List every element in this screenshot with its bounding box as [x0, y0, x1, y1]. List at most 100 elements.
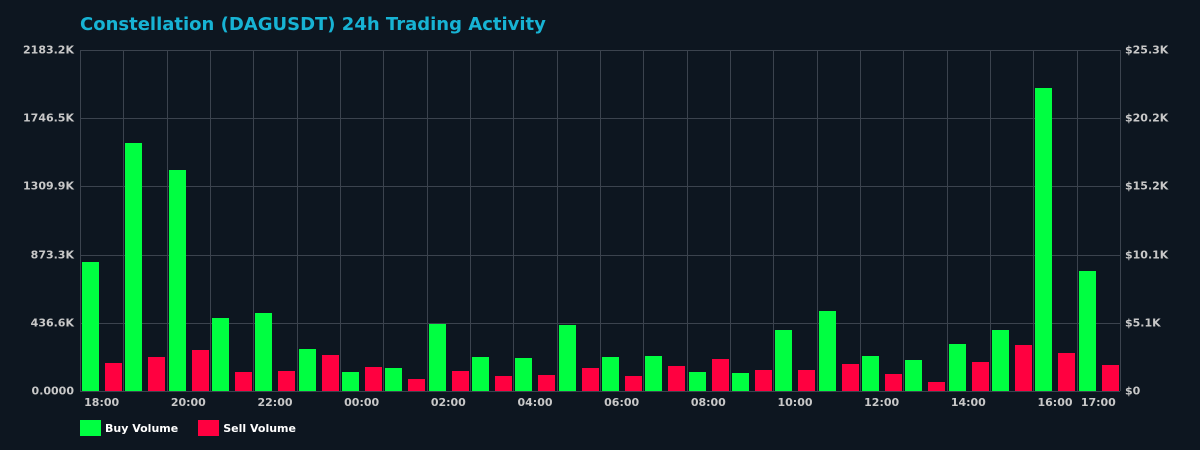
- y-right-tick: $25.3K: [1125, 43, 1169, 57]
- v-gridline: [210, 50, 211, 391]
- sell-volume-bar[interactable]: [278, 370, 296, 391]
- v-gridline: [903, 50, 904, 391]
- sell-volume-bar[interactable]: [451, 370, 469, 391]
- sell-volume-bar[interactable]: [841, 363, 859, 391]
- sell-volume-bar[interactable]: [365, 366, 382, 391]
- v-gridline: [513, 50, 514, 391]
- buy-volume-bar[interactable]: [125, 142, 143, 391]
- x-tick-label: 14:00: [950, 396, 986, 409]
- y-left-tick: 1309.9K: [23, 179, 74, 193]
- v-gridline: [470, 50, 471, 391]
- sell-volume-bar[interactable]: [1101, 364, 1119, 391]
- sell-volume-bar[interactable]: [495, 375, 512, 391]
- legend-label-sell: Sell Volume: [223, 421, 296, 435]
- y-left-tick: 0.0000: [31, 384, 74, 398]
- v-gridline: [643, 50, 644, 391]
- sell-volume-bar[interactable]: [928, 381, 946, 391]
- buy-volume-bar[interactable]: [948, 343, 966, 391]
- v-gridline: [80, 50, 81, 391]
- y-right-tick: $0: [1125, 384, 1141, 398]
- buy-volume-bar[interactable]: [82, 262, 99, 391]
- v-gridline: [687, 50, 688, 391]
- x-tick-label: 22:00: [257, 396, 293, 409]
- buy-volume-bar[interactable]: [515, 357, 533, 391]
- v-gridline: [427, 50, 428, 391]
- buy-volume-bar[interactable]: [212, 317, 229, 391]
- v-gridline: [817, 50, 818, 391]
- sell-swatch-icon: [198, 420, 220, 436]
- x-tick-label: 17:00: [1080, 396, 1116, 409]
- v-gridline: [383, 50, 384, 391]
- v-gridline: [600, 50, 601, 391]
- buy-volume-bar[interactable]: [385, 367, 403, 391]
- sell-volume-bar[interactable]: [668, 365, 686, 391]
- v-gridline: [730, 50, 731, 391]
- y-right-tick: $10.1K: [1125, 248, 1169, 262]
- v-gridline: [253, 50, 254, 391]
- buy-volume-bar[interactable]: [255, 312, 273, 391]
- sell-volume-bar[interactable]: [321, 354, 339, 391]
- sell-volume-bar[interactable]: [1015, 344, 1032, 391]
- buy-volume-bar[interactable]: [298, 348, 316, 391]
- buy-volume-bar[interactable]: [428, 323, 446, 391]
- x-tick-label: 00:00: [344, 396, 380, 409]
- buy-volume-bar[interactable]: [472, 356, 489, 391]
- legend: Buy Volume Sell Volume: [80, 420, 316, 436]
- sell-volume-bar[interactable]: [105, 362, 122, 391]
- sell-volume-bar[interactable]: [711, 358, 729, 391]
- buy-volume-bar[interactable]: [1078, 270, 1096, 391]
- y-left-tick: 1746.5K: [23, 111, 74, 125]
- y-right-tick: $5.1K: [1125, 316, 1161, 330]
- buy-swatch-icon: [80, 420, 101, 436]
- chart-title: Constellation (DAGUSDT) 24h Trading Acti…: [80, 14, 546, 35]
- buy-volume-bar[interactable]: [818, 310, 836, 391]
- sell-volume-bar[interactable]: [408, 378, 426, 391]
- x-tick-label: 02:00: [430, 396, 466, 409]
- v-gridline: [123, 50, 124, 391]
- sell-volume-bar[interactable]: [191, 349, 209, 391]
- sell-volume-bar[interactable]: [235, 371, 252, 391]
- x-tick-label: 18:00: [84, 396, 120, 409]
- sell-volume-bar[interactable]: [625, 375, 642, 391]
- buy-volume-bar[interactable]: [862, 355, 879, 391]
- legend-label-buy: Buy Volume: [105, 421, 179, 435]
- v-gridline: [1033, 50, 1034, 391]
- sell-volume-bar[interactable]: [885, 373, 902, 391]
- v-gridline: [947, 50, 948, 391]
- buy-volume-bar[interactable]: [992, 329, 1009, 391]
- buy-volume-bar[interactable]: [602, 356, 619, 391]
- plot-area: [80, 50, 1121, 392]
- buy-volume-bar[interactable]: [645, 355, 663, 391]
- buy-volume-bar[interactable]: [342, 371, 359, 391]
- x-tick-label: 12:00: [864, 396, 900, 409]
- buy-volume-bar[interactable]: [168, 170, 186, 391]
- v-gridline: [860, 50, 861, 391]
- buy-volume-bar[interactable]: [558, 324, 576, 391]
- v-gridline: [557, 50, 558, 391]
- v-gridline: [167, 50, 168, 391]
- buy-volume-bar[interactable]: [1035, 87, 1053, 391]
- v-gridline: [1077, 50, 1078, 391]
- y-left-tick: 436.6K: [30, 316, 74, 330]
- v-gridline: [340, 50, 341, 391]
- y-right-tick: $15.2K: [1125, 179, 1169, 193]
- buy-volume-bar[interactable]: [732, 372, 749, 391]
- buy-volume-bar[interactable]: [775, 329, 793, 391]
- sell-volume-bar[interactable]: [798, 369, 816, 391]
- v-gridline: [773, 50, 774, 391]
- x-tick-label: 10:00: [777, 396, 813, 409]
- sell-volume-bar[interactable]: [971, 361, 989, 391]
- sell-volume-bar[interactable]: [1058, 352, 1076, 391]
- v-gridline: [1120, 50, 1121, 391]
- sell-volume-bar[interactable]: [581, 367, 599, 391]
- legend-item-buy[interactable]: Buy Volume: [80, 420, 178, 436]
- buy-volume-bar[interactable]: [688, 371, 706, 391]
- x-tick-label: 16:00: [1037, 396, 1073, 409]
- v-gridline: [297, 50, 298, 391]
- buy-volume-bar[interactable]: [905, 359, 923, 391]
- sell-volume-bar[interactable]: [755, 369, 772, 391]
- sell-volume-bar[interactable]: [148, 356, 166, 391]
- sell-volume-bar[interactable]: [538, 374, 556, 391]
- y-right-tick: $20.2K: [1125, 111, 1169, 125]
- legend-item-sell[interactable]: Sell Volume: [198, 420, 296, 436]
